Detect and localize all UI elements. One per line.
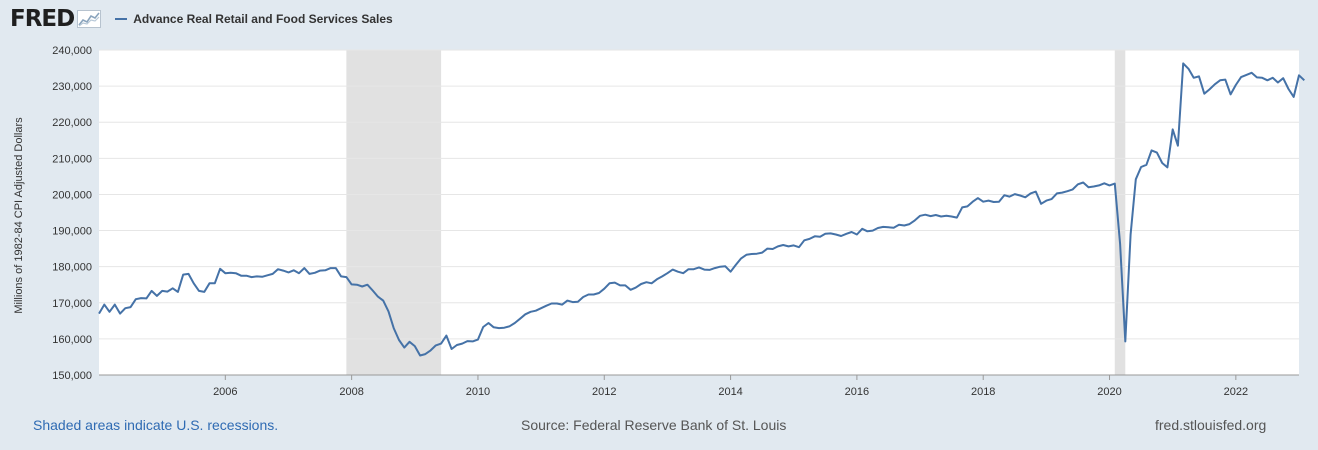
x-tick-label: 2010 — [466, 386, 490, 398]
y-axis-label: Millions of 1982-84 CPI Adjusted Dollars — [13, 117, 25, 314]
x-tick-label: 2020 — [1097, 386, 1121, 398]
series-layer — [98, 62, 1305, 357]
x-tick-label: 2014 — [718, 386, 742, 398]
series-line — [98, 62, 1305, 357]
legend[interactable]: Advance Real Retail and Food Services Sa… — [115, 12, 393, 26]
legend-label: Advance Real Retail and Food Services Sa… — [133, 12, 393, 26]
recession-shading — [346, 50, 1126, 375]
site-link[interactable]: fred.stlouisfed.org — [1155, 417, 1267, 433]
y-tick-label: 170,000 — [52, 298, 92, 310]
recession-note[interactable]: Shaded areas indicate U.S. recessions. — [33, 417, 279, 433]
y-tick-label: 190,000 — [52, 226, 92, 238]
x-tick-label: 2008 — [339, 386, 363, 398]
y-tick-label: 240,000 — [52, 45, 92, 57]
y-tick-label: 180,000 — [52, 262, 92, 274]
y-tick-label: 160,000 — [52, 334, 92, 346]
chart-header: FRED Advance Real Retail and Food Servic… — [10, 6, 393, 32]
recession-band — [1114, 50, 1126, 375]
y-tick-label: 210,000 — [52, 153, 92, 165]
plot-area — [99, 50, 1299, 375]
x-tick-label: 2012 — [592, 386, 616, 398]
recession-band — [346, 50, 442, 375]
x-axis: 2006 2008 2010 2012 2014 2016 2018 2020 2022 — [99, 374, 1299, 398]
y-axis: 150,000 160,000 170,000 180,000 190,000 200,0… — [52, 45, 92, 382]
line-chart-icon — [77, 10, 102, 28]
source-note: Source: Federal Reserve Bank of St. Loui… — [521, 417, 787, 433]
legend-swatch — [115, 18, 128, 20]
x-tick-label: 2006 — [213, 386, 237, 398]
y-tick-label: 150,000 — [52, 370, 92, 382]
y-tick-label: 200,000 — [52, 189, 92, 201]
fred-logo[interactable]: FRED — [10, 6, 75, 32]
y-tick-label: 220,000 — [52, 117, 92, 129]
y-tick-label: 230,000 — [52, 81, 92, 93]
x-tick-label: 2016 — [845, 386, 869, 398]
x-tick-label: 2022 — [1224, 386, 1248, 398]
x-tick-label: 2018 — [971, 386, 995, 398]
